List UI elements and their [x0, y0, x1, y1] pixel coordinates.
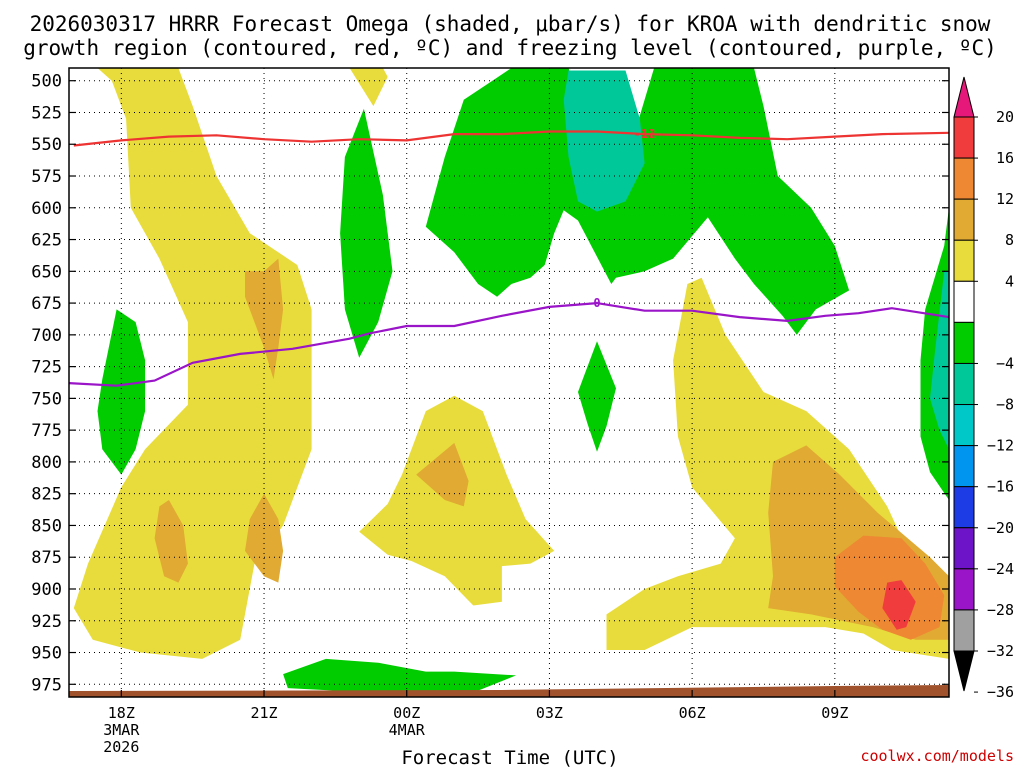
colorbar-label-9: −20: [987, 519, 1014, 537]
x-tick-label-0-1: 3MAR: [103, 721, 140, 739]
plot-frame: [68, 67, 950, 698]
y-axis: 500 525 550 575 600 625 650 675 700 725 750 775 800 8…: [31, 72, 949, 695]
y-tick-label-625: 625: [31, 231, 62, 251]
y-tick-label-750: 750: [31, 389, 62, 409]
y-tick-label-775: 775: [31, 421, 62, 441]
omega-region-1: [349, 68, 388, 107]
dendritic-growth-minus12-label: -12: [634, 127, 656, 141]
colorbar-bin-6: [953, 362, 975, 406]
y-tick-label-825: 825: [31, 485, 62, 505]
colorbar-label-10: −24: [987, 560, 1014, 578]
colorbar-label-5: −4: [996, 354, 1014, 372]
colorbar-label-6: −8: [996, 396, 1014, 414]
omega-region-10: [882, 580, 916, 630]
colorbar-bin-3: [953, 239, 975, 282]
colorbar-bin-2: [953, 198, 975, 241]
y-tick-label-875: 875: [31, 548, 62, 568]
omega-region-15: [578, 341, 616, 452]
y-tick-label-575: 575: [31, 167, 62, 187]
omega-shading: [73, 68, 949, 694]
x-tick-label-4-0: 06Z: [679, 704, 706, 722]
omega-region-5: [154, 500, 188, 583]
colorbar-bottom-cap: [953, 650, 975, 692]
chart-title-line-2: growth region (contoured, red, ºC) and f…: [23, 36, 997, 60]
y-tick-label-725: 725: [31, 358, 62, 378]
x-tick-label-0-2: 2026: [103, 738, 139, 756]
omega-region-7: [416, 442, 469, 507]
colorbar-bin-9: [953, 486, 975, 529]
y-tick-label-850: 850: [31, 516, 62, 536]
colorbar-label-1: 16: [996, 149, 1014, 167]
colorbar: 20 16 12 8 4 −4 −8 −12 −16 −20 −24 −28 −32 −36: [953, 76, 1014, 701]
colorbar-label-4: 4: [1005, 272, 1014, 290]
x-tick-label-2-0: 00Z: [393, 704, 420, 722]
omega-region-13: [425, 68, 716, 297]
dendritic-growth-minus12-line: [73, 130, 949, 147]
omega-region-12: [340, 108, 393, 358]
colorbar-bin-11: [953, 568, 975, 611]
omega-region-11: [97, 309, 146, 475]
y-tick-label-975: 975: [31, 675, 62, 695]
colorbar-label-7: −12: [987, 437, 1014, 455]
y-tick-label-500: 500: [31, 72, 62, 92]
colorbar-bin-10: [953, 527, 975, 570]
y-tick-label-550: 550: [31, 135, 62, 155]
colorbar-label-3: 8: [1005, 231, 1014, 249]
colorbar-label-0: 20: [996, 108, 1014, 126]
colorbar-label-12: −32: [987, 642, 1014, 660]
terrain-band: [69, 685, 949, 697]
y-tick-label-650: 650: [31, 262, 62, 282]
omega-region-16: [283, 658, 517, 694]
colorbar-label-13: −36: [987, 683, 1014, 701]
credit-text: coolwx.com/models: [860, 747, 1014, 765]
gridlines: [69, 68, 949, 697]
y-tick-label-525: 525: [31, 103, 62, 123]
chart-title-line-1: 2026030317 HRRR Forecast Omega (shaded, …: [30, 12, 991, 36]
x-axis-label: Forecast Time (UTC): [401, 747, 618, 768]
colorbar-bin-7: [953, 404, 975, 447]
colorbar-bin-0: [953, 116, 975, 159]
contours: -12 0: [69, 127, 949, 387]
omega-region-14: [687, 68, 850, 335]
x-tick-label-2-1: 4MAR: [389, 721, 426, 739]
y-tick-label-700: 700: [31, 326, 62, 346]
colorbar-top-cap: [953, 76, 975, 118]
freezing-level-0-label: 0: [593, 296, 600, 310]
colorbar-bin-5: [953, 321, 975, 364]
y-tick-label-925: 925: [31, 612, 62, 632]
colorbar-bin-8: [953, 445, 975, 488]
colorbar-label-8: −16: [987, 478, 1014, 496]
y-tick-label-600: 600: [31, 199, 62, 219]
colorbar-label-11: −28: [987, 601, 1014, 619]
colorbar-bin-4: [953, 280, 975, 323]
x-tick-label-0-0: 18Z: [108, 704, 135, 722]
colorbar-bin-1: [953, 157, 975, 200]
y-tick-label-950: 950: [31, 644, 62, 664]
colorbar-label-2: 12: [996, 190, 1014, 208]
y-tick-label-675: 675: [31, 294, 62, 314]
terrain: [69, 685, 949, 697]
x-tick-label-1-0: 21Z: [250, 704, 277, 722]
freezing-level-0-line: [69, 301, 949, 387]
y-tick-label-800: 800: [31, 453, 62, 473]
x-tick-label-3-0: 03Z: [536, 704, 563, 722]
colorbar-bin-12: [953, 609, 975, 652]
x-tick-label-5-0: 09Z: [821, 704, 848, 722]
y-tick-label-900: 900: [31, 580, 62, 600]
